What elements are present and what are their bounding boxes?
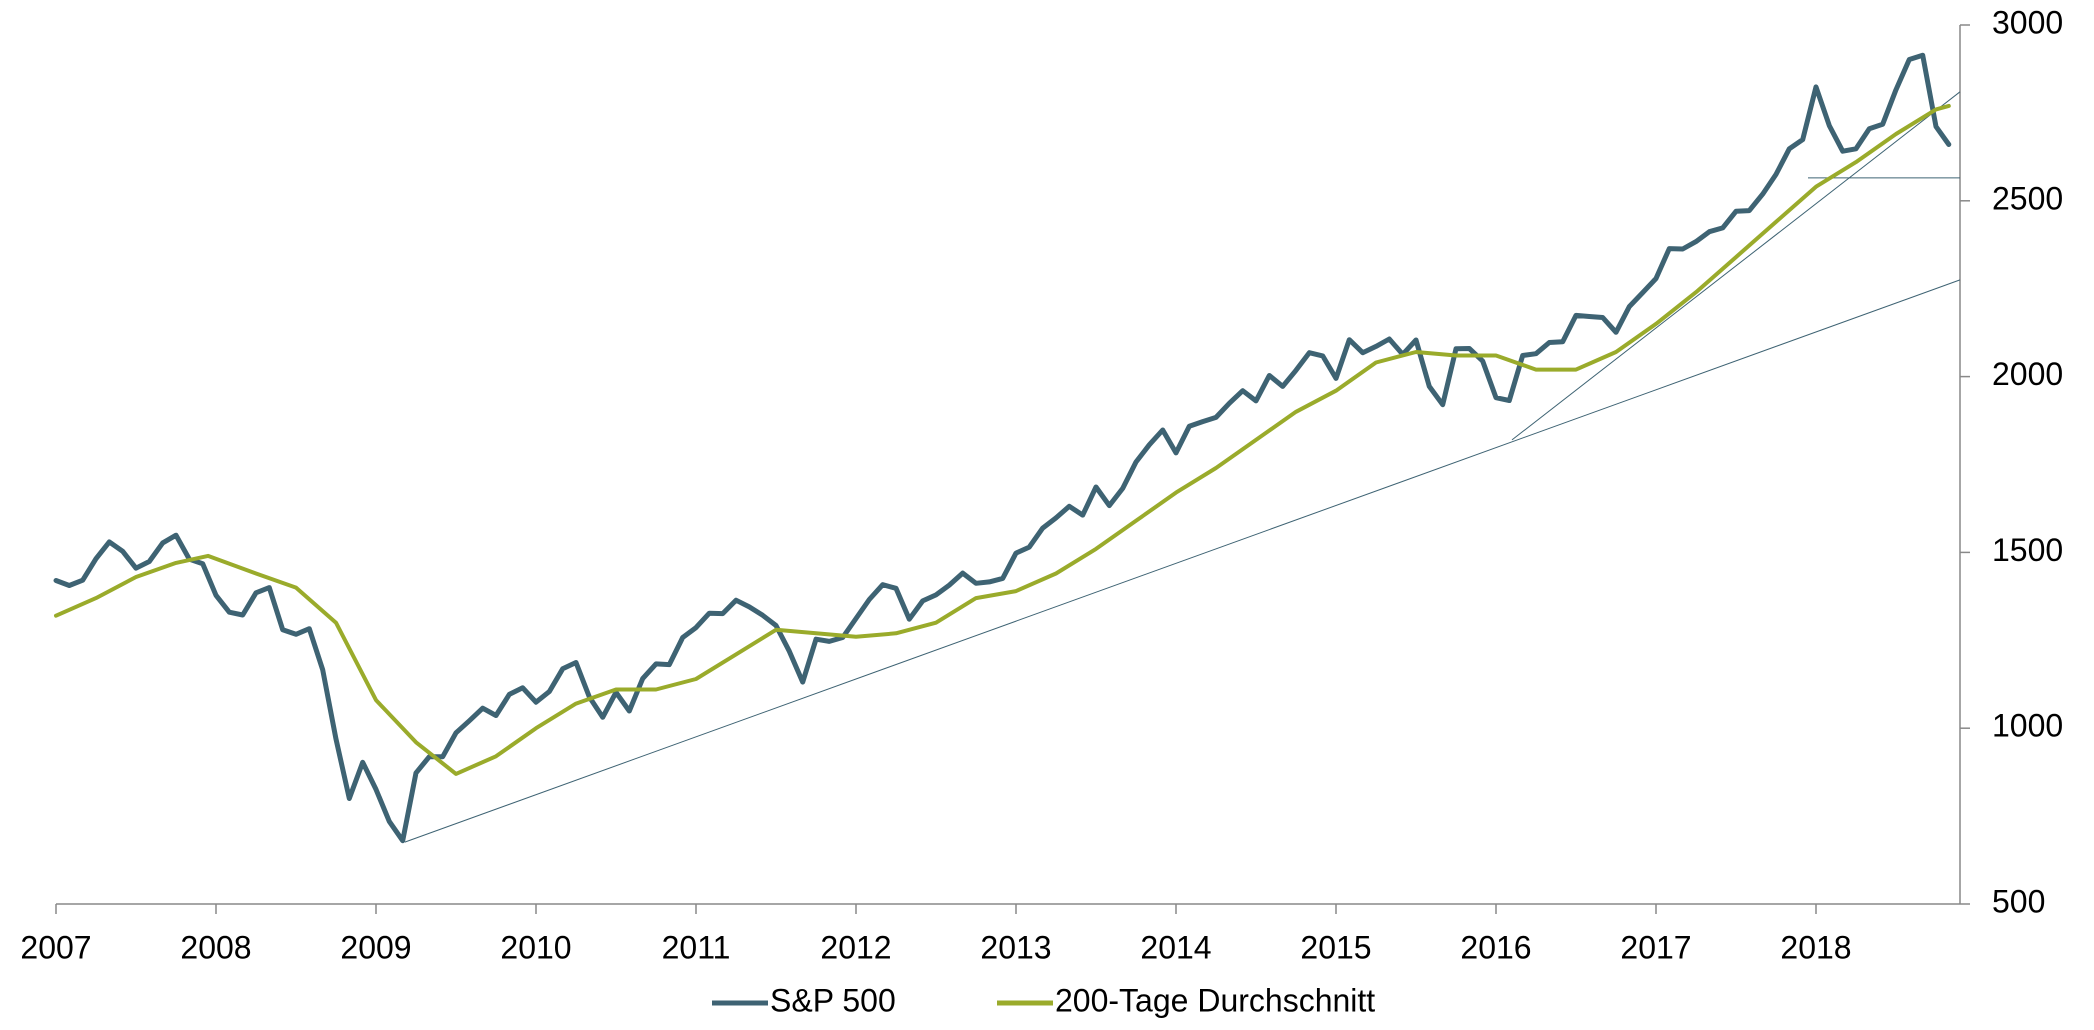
y-tick-label: 1500 — [1992, 532, 2063, 568]
y-tick-label: 2500 — [1992, 180, 2063, 216]
x-tick-label: 2014 — [1140, 929, 1211, 965]
x-tick-label: 2015 — [1300, 929, 1371, 965]
y-tick-label: 1000 — [1992, 708, 2063, 744]
trend-line — [1511, 91, 1961, 441]
y-tick-label: 2000 — [1992, 356, 2063, 392]
legend-label: S&P 500 — [770, 982, 896, 1018]
x-tick-label: 2008 — [180, 929, 251, 965]
legend-label: 200-Tage Durchschnitt — [1055, 982, 1375, 1018]
x-tick-label: 2012 — [820, 929, 891, 965]
x-tick-label: 2011 — [662, 929, 731, 965]
trend-line — [404, 279, 1961, 843]
x-tick-label: 2009 — [340, 929, 411, 965]
series-line — [53, 52, 1952, 844]
x-tick-label: 2017 — [1620, 929, 1691, 965]
y-tick-label: 500 — [1992, 883, 2045, 919]
x-tick-label: 2007 — [20, 929, 91, 965]
x-tick-label: 2018 — [1780, 929, 1851, 965]
x-tick-label: 2013 — [980, 929, 1051, 965]
x-tick-label: 2016 — [1460, 929, 1531, 965]
x-tick-label: 2010 — [500, 929, 571, 965]
series-line — [54, 103, 1951, 776]
y-tick-label: 3000 — [1992, 4, 2063, 40]
